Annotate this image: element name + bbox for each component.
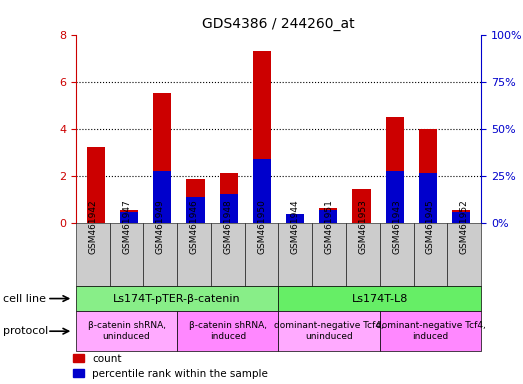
Bar — [353, 189, 371, 223]
Text: GSM461942: GSM461942 — [88, 200, 97, 254]
Text: GSM461953: GSM461953 — [358, 200, 368, 254]
Bar — [153, 171, 172, 223]
Bar — [186, 179, 204, 223]
Text: GDS4386 / 244260_at: GDS4386 / 244260_at — [202, 17, 355, 31]
Bar — [253, 51, 271, 223]
Text: cell line: cell line — [3, 293, 46, 304]
Bar — [385, 117, 404, 223]
Text: GSM461948: GSM461948 — [223, 200, 232, 254]
Text: GSM461944: GSM461944 — [291, 200, 300, 254]
Bar — [286, 214, 304, 223]
Text: Ls174T-pTER-β-catenin: Ls174T-pTER-β-catenin — [113, 293, 241, 304]
Text: GSM461943: GSM461943 — [392, 200, 401, 254]
Bar — [419, 173, 437, 223]
Text: β-catenin shRNA,
induced: β-catenin shRNA, induced — [189, 321, 267, 341]
Legend: count, percentile rank within the sample: count, percentile rank within the sample — [73, 354, 268, 379]
Text: β-catenin shRNA,
uninduced: β-catenin shRNA, uninduced — [87, 321, 165, 341]
Bar — [452, 210, 470, 223]
Bar — [319, 208, 337, 223]
Bar — [120, 212, 138, 223]
Bar — [220, 173, 238, 223]
Bar — [120, 210, 138, 223]
Bar — [452, 212, 470, 223]
Text: GSM461949: GSM461949 — [156, 200, 165, 254]
Text: dominant-negative Tcf4,
uninduced: dominant-negative Tcf4, uninduced — [274, 321, 384, 341]
Text: GSM461946: GSM461946 — [189, 200, 199, 254]
Bar — [220, 195, 238, 223]
Bar — [87, 147, 105, 223]
Text: GSM461947: GSM461947 — [122, 200, 131, 254]
Bar — [385, 171, 404, 223]
Text: GSM461951: GSM461951 — [325, 200, 334, 254]
Bar — [286, 215, 304, 223]
Bar — [186, 197, 204, 223]
Text: dominant-negative Tcf4,
induced: dominant-negative Tcf4, induced — [376, 321, 485, 341]
Bar — [319, 210, 337, 223]
Text: GSM461952: GSM461952 — [460, 200, 469, 254]
Text: protocol: protocol — [3, 326, 48, 336]
Bar — [419, 129, 437, 223]
Bar — [153, 93, 172, 223]
Text: GSM461945: GSM461945 — [426, 200, 435, 254]
Text: GSM461950: GSM461950 — [257, 200, 266, 254]
Bar — [253, 159, 271, 223]
Text: Ls174T-L8: Ls174T-L8 — [351, 293, 408, 304]
